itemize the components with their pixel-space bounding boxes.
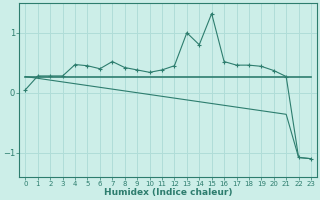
X-axis label: Humidex (Indice chaleur): Humidex (Indice chaleur)	[104, 188, 232, 197]
